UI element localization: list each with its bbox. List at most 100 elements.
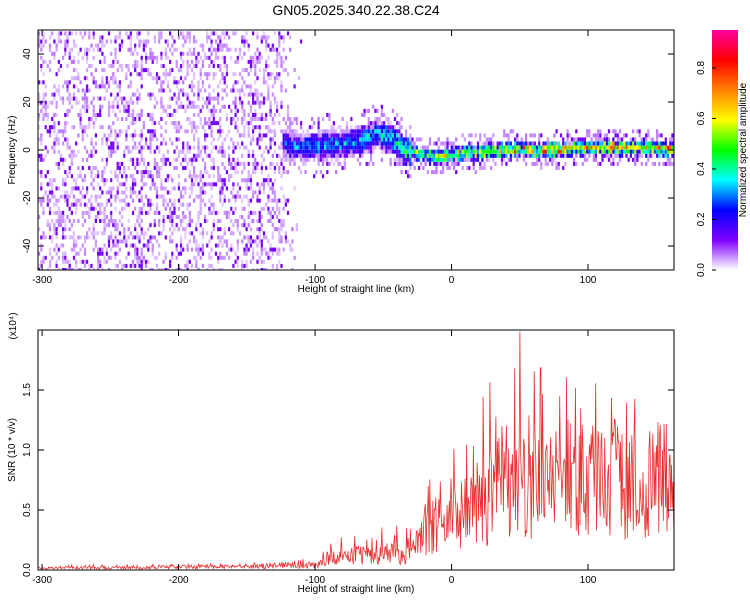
spectrogram-cell bbox=[586, 157, 589, 162]
spectrogram-cell bbox=[149, 72, 152, 77]
spectrogram-cell bbox=[171, 202, 174, 207]
spectrogram-cell bbox=[332, 133, 335, 138]
spectrogram-cell bbox=[129, 231, 132, 236]
spectrogram-cell bbox=[79, 202, 82, 207]
spectrogram-cell bbox=[273, 76, 276, 81]
spectrogram-cell bbox=[129, 80, 132, 85]
spectrogram-cell bbox=[193, 157, 196, 162]
spectrogram-cell bbox=[396, 149, 399, 154]
spectrogram-cell bbox=[188, 174, 191, 179]
spectrogram-cell bbox=[328, 145, 331, 150]
spectrogram-cell bbox=[256, 219, 259, 223]
spectrogram-cell bbox=[389, 125, 392, 130]
spectrogram-cell bbox=[68, 263, 71, 268]
spectrogram-cell bbox=[452, 149, 456, 154]
spectrogram-cell bbox=[53, 55, 56, 60]
spectrogram-cell bbox=[66, 259, 69, 264]
spectrogram-cell bbox=[221, 31, 224, 36]
spectrogram-cell bbox=[92, 166, 95, 170]
spectrogram-cell bbox=[252, 96, 255, 101]
spectrogram-cell bbox=[433, 149, 436, 154]
spectrogram-cell bbox=[457, 161, 460, 166]
spectrogram-cell bbox=[66, 145, 69, 150]
spectrogram-cell bbox=[169, 72, 172, 77]
spectrogram-cell bbox=[300, 170, 303, 175]
spectrogram-cell bbox=[649, 145, 652, 150]
spectrogram-cell bbox=[134, 255, 137, 260]
spectrogram-cell bbox=[72, 96, 76, 101]
spectrogram-cell bbox=[629, 145, 632, 150]
spectrogram-cell bbox=[221, 235, 224, 240]
spectrogram-cell bbox=[332, 125, 335, 130]
spectrogram-cell bbox=[409, 141, 412, 146]
spectrogram-cell bbox=[262, 206, 266, 211]
spectrogram-cell bbox=[131, 145, 135, 150]
spectrogram-cell bbox=[44, 125, 47, 130]
spectrogram-cell bbox=[55, 227, 58, 232]
spectrogram-cell bbox=[607, 141, 611, 146]
spectrogram-cell bbox=[245, 178, 248, 183]
spectrogram-cell bbox=[273, 170, 276, 175]
spectrogram-cell bbox=[293, 133, 296, 138]
spectrogram-cell bbox=[610, 145, 613, 150]
spectrogram-cell bbox=[254, 80, 257, 85]
spectrogram-cell bbox=[145, 137, 148, 142]
spectrogram-cell bbox=[273, 227, 276, 232]
spectrogram-cell bbox=[503, 149, 506, 154]
spectrogram-cell bbox=[186, 141, 189, 146]
spectrogram-cell bbox=[516, 141, 519, 146]
spectrogram-cell bbox=[324, 137, 327, 142]
spectrogram-cell bbox=[38, 100, 41, 105]
spectrogram-cell bbox=[173, 125, 176, 130]
spectrogram-cell bbox=[51, 194, 54, 199]
spectrogram-cell bbox=[217, 149, 220, 154]
spectrogram-cell bbox=[590, 137, 593, 142]
spectrogram-cell bbox=[304, 137, 307, 142]
spectrogram-cell bbox=[562, 166, 565, 170]
spectrogram-cell bbox=[321, 153, 325, 158]
spectrogram-cell bbox=[647, 149, 650, 154]
spectrogram-cell bbox=[271, 182, 274, 187]
spectrogram-cell bbox=[265, 39, 268, 44]
spectrogram-cell bbox=[492, 145, 495, 150]
spectrogram-cell bbox=[649, 149, 652, 154]
spectrogram-cell bbox=[175, 255, 178, 260]
spectrogram-cell bbox=[509, 141, 512, 146]
spectrogram-cell bbox=[70, 59, 73, 64]
spectrogram-cell bbox=[590, 145, 593, 150]
spectrogram-cell bbox=[339, 149, 342, 154]
spectrogram-cell bbox=[267, 35, 270, 40]
spectrogram-cell bbox=[140, 55, 143, 60]
spectrogram-cell bbox=[492, 153, 495, 158]
spectrogram-cell bbox=[86, 88, 89, 93]
spectrogram-cell bbox=[162, 194, 165, 199]
spectrogram-cell bbox=[59, 219, 62, 223]
spectrogram-cell bbox=[92, 113, 95, 117]
spectrogram-cell bbox=[212, 268, 215, 270]
spectrogram-cell bbox=[271, 190, 274, 195]
spectrogram-cell bbox=[48, 178, 52, 183]
spectrogram-cell bbox=[68, 96, 71, 101]
spectrogram-cell bbox=[529, 141, 532, 146]
spectrogram-cell bbox=[350, 125, 353, 130]
spectrogram-cell bbox=[112, 223, 115, 228]
spectrogram-cell bbox=[551, 149, 554, 154]
spectrogram-cell bbox=[243, 223, 246, 228]
spectrogram-cell bbox=[204, 202, 207, 207]
spectrogram-cell bbox=[249, 104, 252, 109]
spectrogram-cell bbox=[90, 194, 93, 199]
spectrogram-cell bbox=[88, 64, 91, 68]
spectrogram-cell bbox=[199, 223, 202, 228]
spectrogram-cell bbox=[304, 141, 307, 146]
spectrogram-cell bbox=[254, 113, 257, 117]
spectrogram-cell bbox=[452, 157, 456, 162]
spectrogram-cell bbox=[476, 153, 480, 158]
spectrogram-cell bbox=[210, 125, 213, 130]
spectrogram-cell bbox=[197, 141, 200, 146]
spectrogram-cell bbox=[265, 35, 268, 40]
spectrogram-cell bbox=[193, 137, 196, 142]
spectrogram-cell bbox=[391, 129, 394, 134]
spectrogram-cell bbox=[155, 186, 159, 191]
spectrogram-cell bbox=[105, 247, 108, 252]
spectrogram-cell bbox=[376, 121, 379, 126]
